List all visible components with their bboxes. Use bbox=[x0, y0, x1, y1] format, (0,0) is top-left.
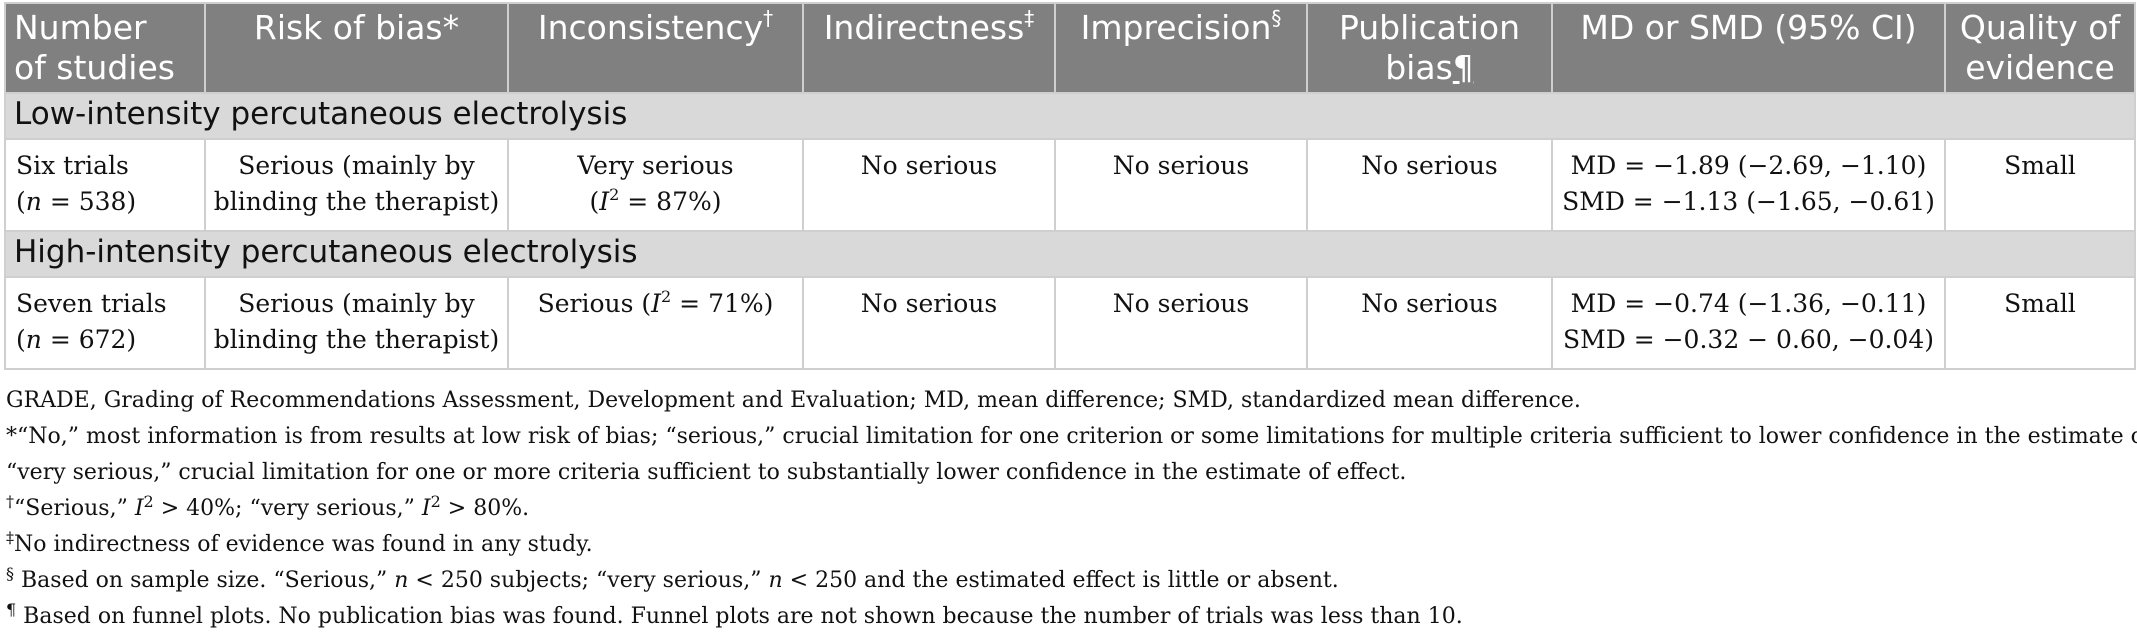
pilcrow-mark: ¶ bbox=[1452, 48, 1474, 87]
footnote-risk-of-bias-line2: “very serious,” crucial limitation for o… bbox=[6, 460, 1407, 485]
header-number-of-studies: Number of studies bbox=[4, 2, 206, 94]
smd-value: SMD = −0.32 − 0.60, −0.04) bbox=[1563, 325, 1934, 354]
header-risk-of-bias: Risk of bias* bbox=[204, 2, 509, 94]
double-dagger-mark: ‡ bbox=[1024, 6, 1035, 30]
cell-imprecision: No serious bbox=[1054, 138, 1308, 232]
header-indirectness: Indirectness‡ bbox=[802, 2, 1056, 94]
header-effect-estimate: MD or SMD (95% CI) bbox=[1551, 2, 1946, 94]
cell-publication-bias: No serious bbox=[1306, 138, 1553, 232]
grade-evidence-table: Number of studies Risk of bias* Inconsis… bbox=[4, 2, 2136, 370]
cell-inconsistency: Very serious (I2 = 87%) bbox=[507, 138, 804, 232]
table-row: Six trials (n = 538) Serious (mainly by … bbox=[4, 138, 2136, 232]
footnote-risk-of-bias-line1: *“No,” most information is from results … bbox=[6, 424, 2137, 449]
smd-value: SMD = −1.13 (−1.65, −0.61) bbox=[1562, 187, 1935, 216]
section-row-high-intensity: High-intensity percutaneous electrolysis bbox=[4, 230, 2136, 278]
cell-risk-of-bias: Serious (mainly by blinding the therapis… bbox=[204, 138, 509, 232]
dagger-mark: † bbox=[763, 6, 774, 30]
section-mark: § bbox=[1271, 6, 1282, 30]
footnote-inconsistency: †“Serious,” I2 > 40%; “very serious,” I2… bbox=[6, 492, 530, 522]
cell-number-of-studies: Six trials (n = 538) bbox=[4, 138, 206, 232]
cell-indirectness: No serious bbox=[802, 276, 1056, 370]
cell-number-of-studies: Seven trials (n = 672) bbox=[4, 276, 206, 370]
footnote-publication-bias: ¶ Based on funnel plots. No publication … bbox=[6, 600, 1463, 630]
cell-quality-of-evidence: Small bbox=[1944, 276, 2136, 370]
section-title: Low-intensity percutaneous electrolysis bbox=[4, 92, 2136, 140]
cell-quality-of-evidence: Small bbox=[1944, 138, 2136, 232]
cell-effect-estimate: MD = −0.74 (−1.36, −0.11) SMD = −0.32 − … bbox=[1551, 276, 1946, 370]
cell-risk-of-bias: Serious (mainly by blinding the therapis… bbox=[204, 276, 509, 370]
header-quality-of-evidence: Quality of evidence bbox=[1944, 2, 2136, 94]
header-imprecision: Imprecision§ bbox=[1054, 2, 1308, 94]
footnote-imprecision: § Based on sample size. “Serious,” n < 2… bbox=[6, 564, 1339, 594]
cell-publication-bias: No serious bbox=[1306, 276, 1553, 370]
footnote-indirectness: ‡No indirectness of evidence was found i… bbox=[6, 528, 593, 558]
md-value: MD = −0.74 (−1.36, −0.11) bbox=[1570, 289, 1927, 318]
table-footnotes: GRADE, Grading of Recommendations Assess… bbox=[6, 383, 2137, 635]
section-title: High-intensity percutaneous electrolysis bbox=[4, 230, 2136, 278]
footnote-abbreviations: GRADE, Grading of Recommendations Assess… bbox=[6, 388, 1581, 413]
table-row: Seven trials (n = 672) Serious (mainly b… bbox=[4, 276, 2136, 370]
cell-inconsistency: Serious (I2 = 71%) bbox=[507, 276, 804, 370]
cell-indirectness: No serious bbox=[802, 138, 1056, 232]
cell-effect-estimate: MD = −1.89 (−2.69, −1.10) SMD = −1.13 (−… bbox=[1551, 138, 1946, 232]
cell-imprecision: No serious bbox=[1054, 276, 1308, 370]
section-row-low-intensity: Low-intensity percutaneous electrolysis bbox=[4, 92, 2136, 140]
header-publication-bias: Publication bias¶ bbox=[1306, 2, 1553, 94]
md-value: MD = −1.89 (−2.69, −1.10) bbox=[1570, 151, 1927, 180]
header-inconsistency: Inconsistency† bbox=[507, 2, 804, 94]
table-header-row: Number of studies Risk of bias* Inconsis… bbox=[4, 2, 2136, 94]
